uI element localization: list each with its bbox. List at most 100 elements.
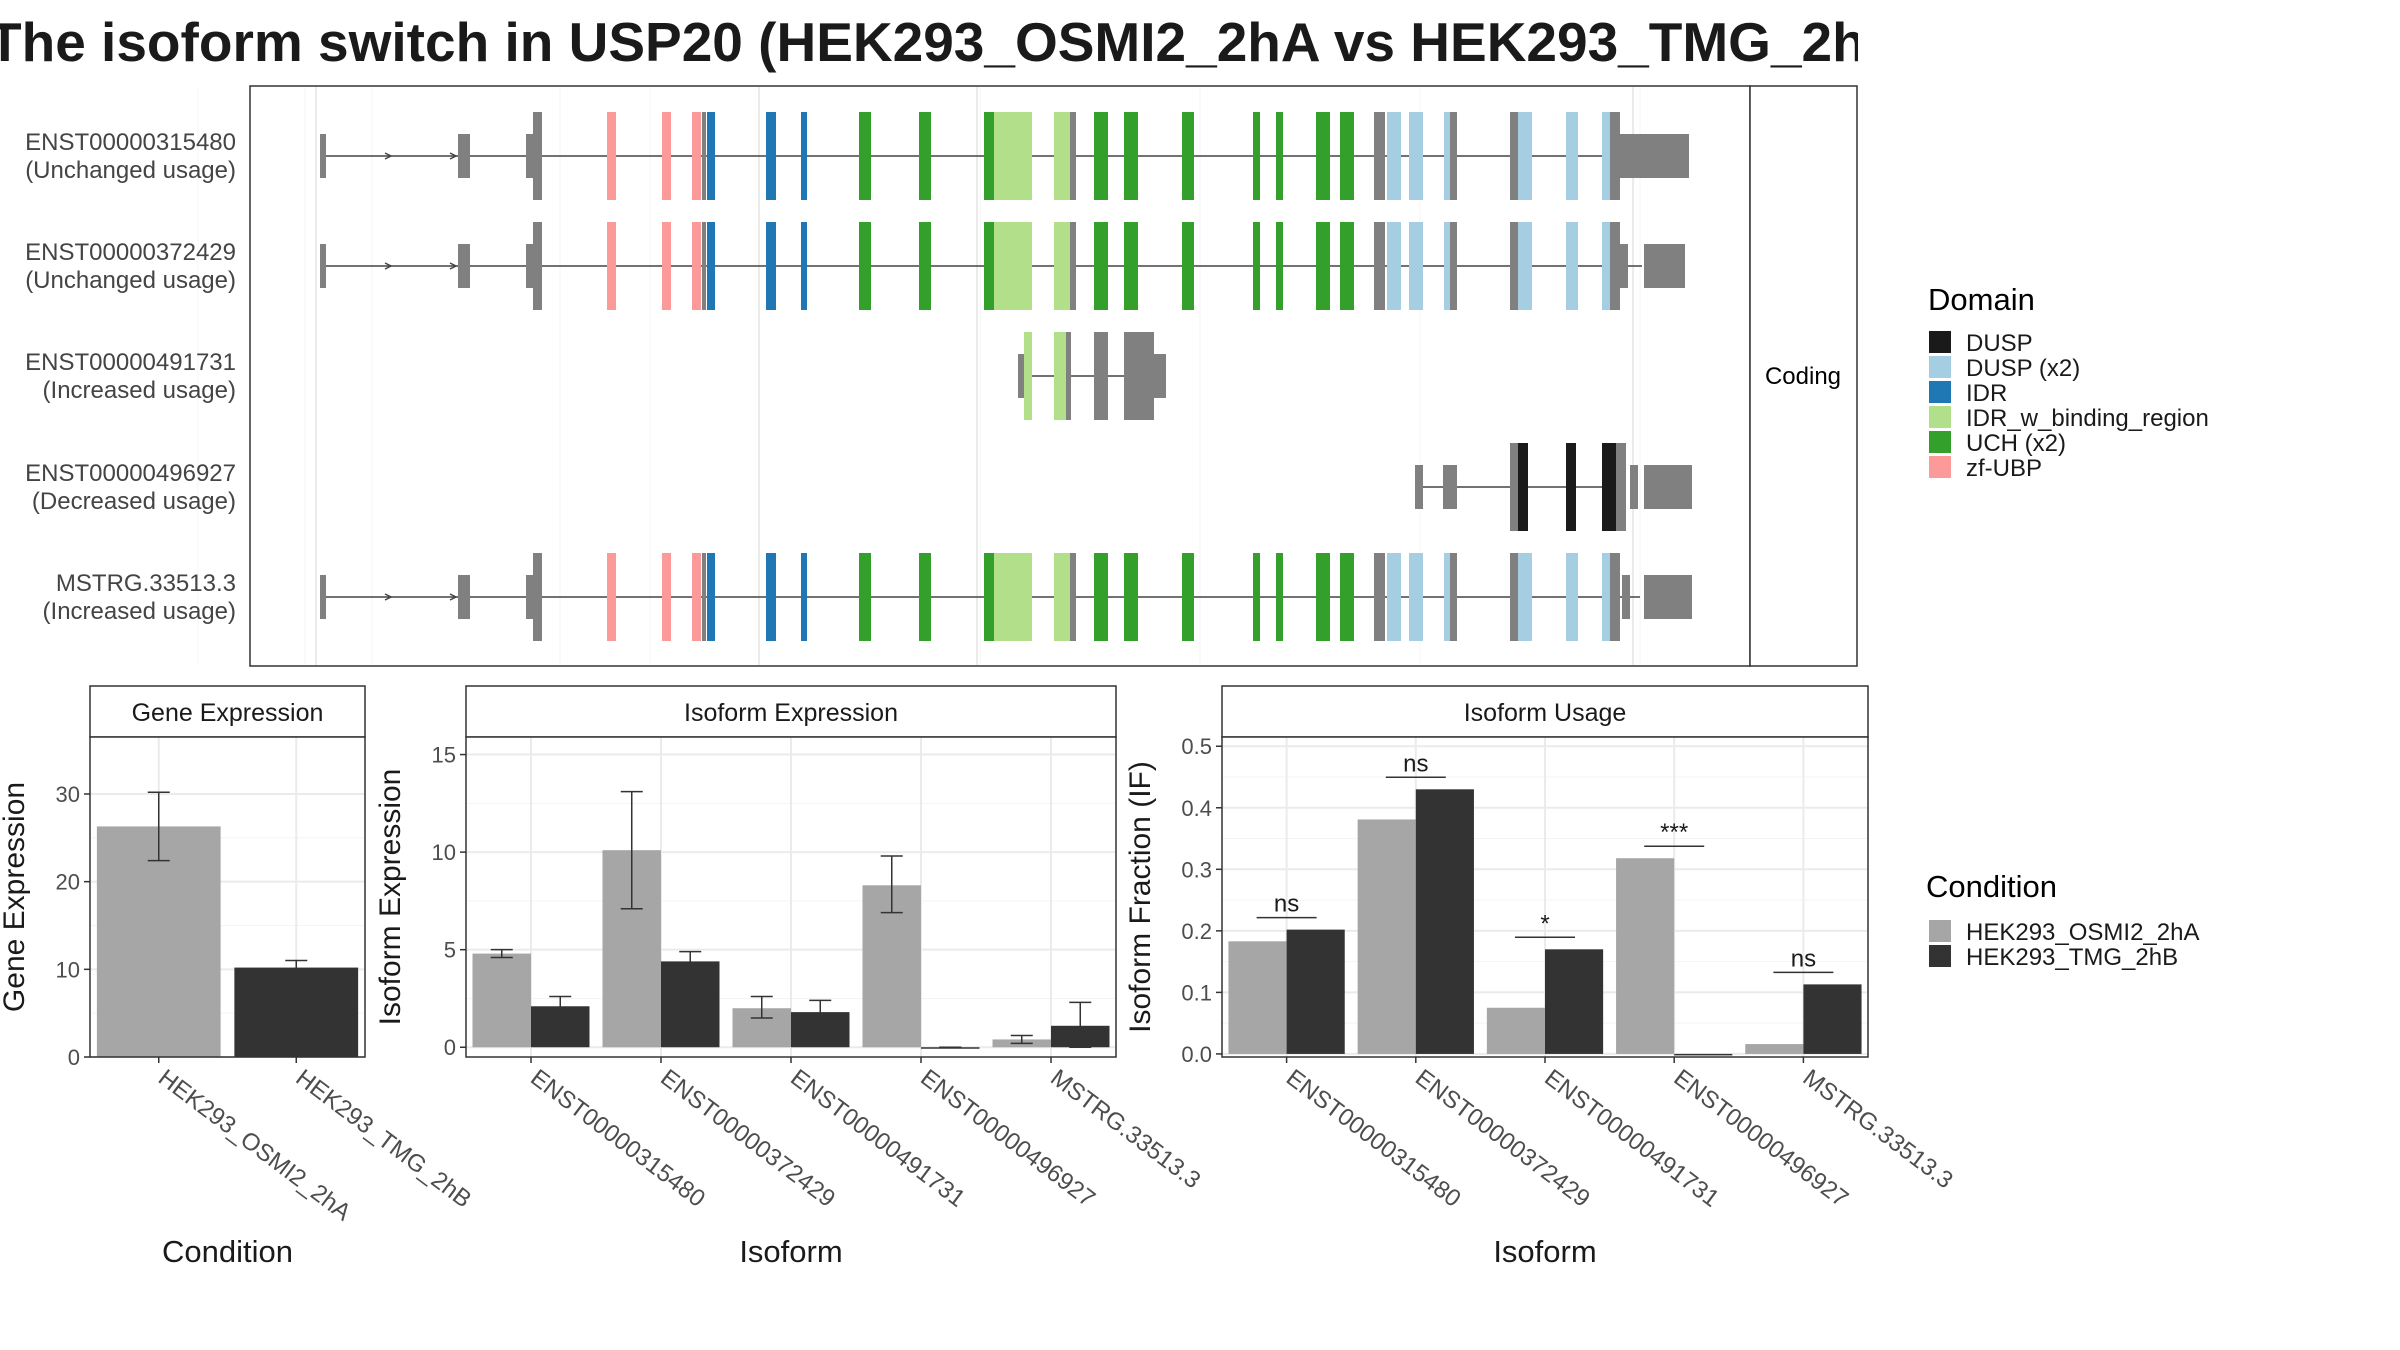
strand-arrow — [384, 593, 393, 601]
legend-label: IDR — [1966, 380, 2007, 407]
bar — [1616, 858, 1675, 1054]
coding-exon — [1094, 332, 1108, 420]
significance-label: ns — [1274, 891, 1299, 918]
x-axis-title: Isoform — [1493, 1234, 1596, 1269]
coding-exon — [1182, 112, 1194, 200]
y-tick-label: 0.1 — [1181, 980, 1212, 1005]
coding-exon — [1387, 553, 1401, 641]
coding-exon — [1518, 112, 1532, 200]
coding-exon — [1094, 553, 1108, 641]
transcript-status-label: (Unchanged usage) — [25, 157, 236, 184]
coding-exon — [1124, 112, 1138, 200]
transcript-id-label: ENST00000315480 — [25, 129, 236, 156]
strand-arrow — [449, 593, 458, 601]
transcript-row: MSTRG.33513.3(Increased usage) — [43, 553, 1692, 641]
legend-key — [1929, 381, 1951, 403]
y-tick-label: 0.2 — [1181, 919, 1212, 944]
coding-exon — [662, 112, 671, 200]
utr-exon — [458, 244, 470, 288]
coding-exon — [1070, 553, 1076, 641]
figure-title: The isoform switch in USP20 (HEK293_OSMI… — [0, 11, 1858, 73]
y-axis-title: Isoform Fraction (IF) — [1124, 761, 1157, 1033]
utr-exon — [1620, 244, 1628, 288]
coding-exon — [1409, 222, 1423, 310]
legend-label: UCH (x2) — [1966, 430, 2066, 457]
coding-exon — [994, 222, 1032, 310]
chart-strip — [89, 685, 366, 738]
strip-label: Coding — [1765, 363, 1841, 390]
bar — [661, 961, 720, 1048]
coding-exon — [533, 222, 542, 310]
coding-exon — [1610, 553, 1620, 641]
utr-exon — [526, 244, 536, 288]
significance-label: ns — [1403, 750, 1428, 777]
transcript-id-label: ENST00000372429 — [25, 239, 236, 266]
coding-exon — [1276, 222, 1283, 310]
coding-exon — [533, 112, 542, 200]
coding-exon — [1340, 112, 1354, 200]
legend-key — [1929, 406, 1951, 428]
coding-exon — [1054, 112, 1070, 200]
coding-exon — [1444, 553, 1450, 641]
legend-label: HEK293_TMG_2hB — [1966, 944, 2178, 971]
coding-exon — [662, 222, 671, 310]
coding-exon — [1450, 112, 1457, 200]
bar — [1745, 1044, 1804, 1054]
y-tick-label: 15 — [432, 743, 456, 768]
legend-label: IDR_w_binding_region — [1966, 405, 2209, 432]
y-tick-label: 30 — [56, 782, 80, 807]
coding-exon — [1340, 553, 1354, 641]
coding-exon — [607, 222, 616, 310]
y-tick-label: 0.3 — [1181, 857, 1212, 882]
coding-exon — [1444, 112, 1450, 200]
coding-exon — [1374, 222, 1385, 310]
utr-exon — [1622, 575, 1630, 619]
coding-exon — [1610, 112, 1620, 200]
coding-exon — [1124, 553, 1138, 641]
coding-exon — [533, 553, 542, 641]
coding-exon — [1566, 112, 1578, 200]
coding-exon — [1054, 222, 1070, 310]
coding-exon — [1253, 553, 1260, 641]
transcript-id-label: MSTRG.33513.3 — [56, 570, 236, 597]
coding-exon — [1387, 222, 1401, 310]
transcript-status-label: (Increased usage) — [43, 598, 236, 625]
bar — [472, 953, 531, 1048]
coding-exon — [1510, 553, 1518, 641]
strand-arrow — [449, 262, 458, 270]
coding-exon — [702, 112, 706, 200]
coding-exon — [1094, 112, 1108, 200]
coding-exon — [1124, 222, 1138, 310]
legend-label: DUSP (x2) — [1966, 355, 2080, 382]
coding-exon — [1340, 222, 1354, 310]
coding-exon — [1510, 222, 1518, 310]
coding-exon — [801, 553, 807, 641]
y-tick-label: 10 — [56, 957, 80, 982]
x-axis-title: Isoform — [739, 1234, 842, 1269]
legend-label: zf-UBP — [1966, 455, 2042, 482]
chart-panel: Gene Expression0102030HEK293_OSMI2_2hAHE… — [0, 685, 476, 1269]
coding-exon — [1070, 112, 1076, 200]
coding-exon — [1409, 112, 1423, 200]
coding-exon — [1409, 553, 1423, 641]
coding-exon — [1510, 112, 1518, 200]
utr-exon — [458, 575, 470, 619]
chart-title: Gene Expression — [132, 699, 324, 727]
significance-label: ns — [1791, 945, 1816, 972]
y-axis-title: Gene Expression — [0, 782, 31, 1012]
coding-exon — [1510, 443, 1518, 531]
legend-key — [1929, 945, 1951, 967]
chart-title: Isoform Usage — [1464, 699, 1627, 727]
coding-exon — [984, 112, 994, 200]
coding-exon — [984, 222, 994, 310]
strand-arrow — [384, 152, 393, 160]
legend-key — [1929, 331, 1951, 353]
coding-exon — [1602, 112, 1610, 200]
coding-exon — [1610, 222, 1620, 310]
coding-exon — [801, 222, 807, 310]
coding-exon — [1066, 332, 1071, 420]
coding-exon — [692, 553, 701, 641]
legend-label: DUSP — [1966, 330, 2033, 357]
